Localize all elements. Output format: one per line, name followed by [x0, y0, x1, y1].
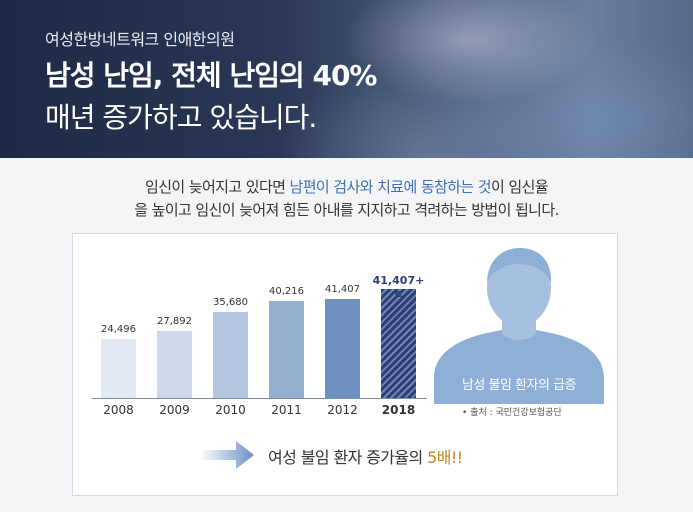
x-tick-label: 2018: [381, 403, 416, 417]
x-tick-label: 2008: [103, 403, 134, 417]
org-name: 여성한방네트워크 인애한의원: [45, 30, 235, 49]
headline-line2: 매년 증가하고 있습니다.: [45, 101, 317, 134]
bar-2010: [213, 312, 248, 398]
footer-highlight: 5배!!: [427, 448, 463, 467]
x-tick-label: 2010: [215, 403, 246, 417]
bar-value-label: 27,892: [157, 316, 192, 328]
intro-line1: 임신이 늦어지고 있다면 남편이 검사와 치료에 동참하는 것이 임신율: [0, 176, 693, 197]
headline-line1: 남성 난임, 전체 난임의 40%: [45, 59, 377, 92]
intro-line1-post: 이 임신율: [491, 178, 549, 196]
bar-value-label: 24,496: [101, 324, 136, 336]
hero-banner: 여성한방네트워크 인애한의원 남성 난임, 전체 난임의 40% 매년 증가하고…: [0, 0, 693, 158]
intro-line2: 을 높이고 임신이 늦어져 힘든 아내를 지지하고 격려하는 방법이 됩니다.: [134, 201, 559, 219]
x-tick-label: 2012: [327, 403, 358, 417]
bar-2012: [325, 298, 360, 398]
bar-value-label: 40,216: [269, 286, 304, 298]
bar-2018: [381, 288, 416, 398]
bar-2009: [157, 331, 192, 398]
figure-badge-label: 남성 불임 환자의 급증: [461, 378, 577, 393]
x-tick-label: 2011: [271, 403, 302, 417]
source-note: • 출처 : 국민건강보험공단: [462, 408, 562, 418]
male-silhouette-icon: [434, 248, 604, 404]
bar-value-label: 41,407+ α: [372, 273, 425, 300]
bar-value-label: 35,680: [213, 297, 248, 309]
intro-highlight: 남편이 검사와 치료에 동참하는 것: [289, 178, 492, 196]
bar-2008: [101, 339, 136, 398]
intro-line1-pre: 임신이 늦어지고 있다면: [145, 178, 290, 196]
footer-text: 여성 불임 환자 증가율의 5배!!: [268, 444, 463, 468]
bar-value-label: 41,407: [325, 283, 360, 295]
x-tick-label: 2009: [159, 403, 190, 417]
bar-2011: [269, 301, 304, 398]
footer-text-pre: 여성 불임 환자 증가율의: [268, 448, 428, 467]
chart-baseline: [92, 398, 427, 399]
right-arrow-icon: [200, 441, 254, 469]
